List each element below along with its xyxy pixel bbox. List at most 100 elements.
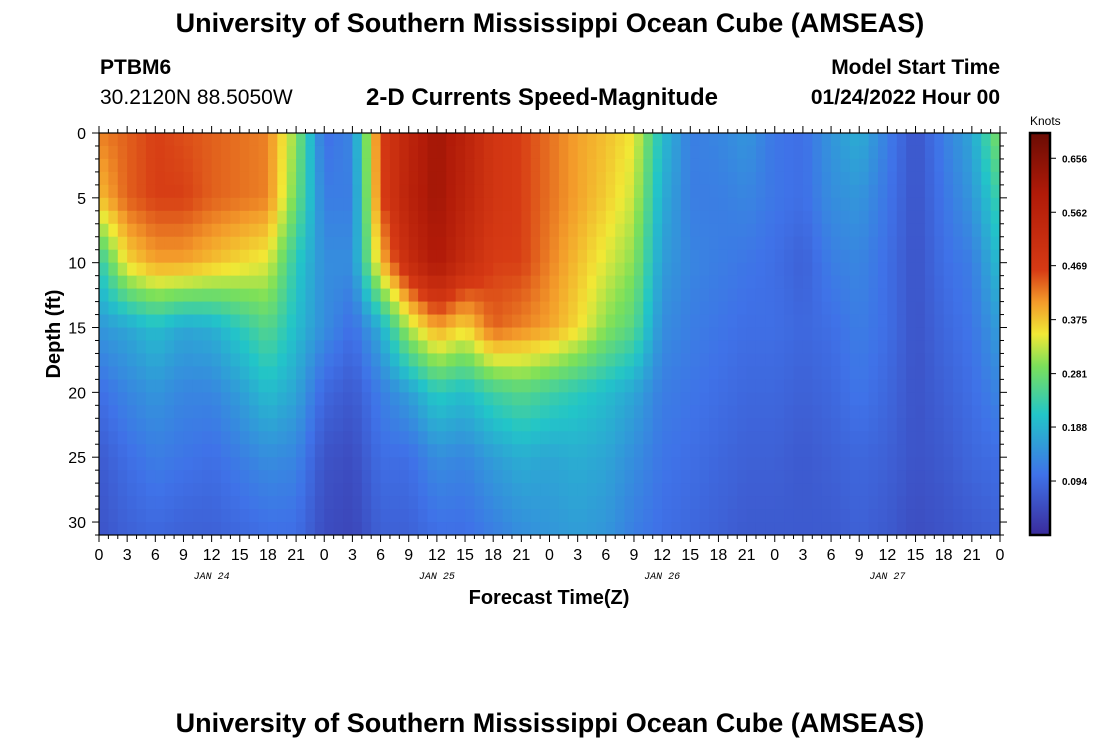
heatmap-cell <box>558 133 569 147</box>
heatmap-cell <box>709 353 720 368</box>
heatmap-cell <box>99 509 109 523</box>
heatmap-cell <box>765 197 776 212</box>
heatmap-cell <box>840 509 851 523</box>
heatmap-cell <box>418 133 429 147</box>
heatmap-cell <box>915 418 926 432</box>
heatmap-cell <box>943 133 954 147</box>
heatmap-cell <box>530 275 541 290</box>
heatmap-cell <box>821 444 832 458</box>
y-tick-label: 25 <box>68 450 86 467</box>
heatmap-cell <box>690 171 701 186</box>
heatmap-cell <box>202 197 213 212</box>
heatmap-cell <box>239 184 250 199</box>
heatmap-cell <box>577 418 588 432</box>
heatmap-cell <box>371 133 382 147</box>
heatmap-cell <box>549 301 560 316</box>
heatmap-cell <box>831 405 842 419</box>
heatmap-cell <box>924 457 935 471</box>
heatmap-cell <box>540 275 551 290</box>
heatmap-cell <box>483 470 494 484</box>
heatmap-cell <box>493 418 504 432</box>
heatmap-cell <box>896 158 907 173</box>
heatmap-cell <box>615 522 626 535</box>
heatmap-cell <box>296 197 307 212</box>
heatmap-cell <box>812 392 823 406</box>
heatmap-cell <box>305 379 316 393</box>
heatmap-cell <box>296 327 307 342</box>
heatmap-cell <box>418 444 429 458</box>
heatmap-cell <box>277 418 288 432</box>
heatmap-cell <box>418 496 429 510</box>
heatmap-cell <box>352 327 363 342</box>
heatmap-cell <box>408 431 419 445</box>
heatmap-cell <box>436 210 447 225</box>
heatmap-cell <box>474 184 485 199</box>
heatmap-cell <box>230 379 241 393</box>
heatmap-cell <box>493 145 504 160</box>
heatmap-cell <box>671 444 682 458</box>
heatmap-cell <box>521 236 532 251</box>
heatmap-cell <box>361 327 372 342</box>
heatmap-cell <box>699 301 710 316</box>
heatmap-cell <box>709 210 720 225</box>
heatmap-cell <box>924 301 935 316</box>
heatmap-cell <box>343 288 354 303</box>
heatmap-cell <box>558 249 569 264</box>
heatmap-cell <box>877 288 888 303</box>
heatmap-cell <box>389 133 400 147</box>
heatmap-cell <box>465 236 476 251</box>
heatmap-cell <box>521 405 532 419</box>
heatmap-cell <box>305 301 316 316</box>
heatmap-cell <box>258 158 269 173</box>
heatmap-cell <box>202 223 213 238</box>
heatmap-cell <box>221 366 231 380</box>
heatmap-cell <box>521 301 532 316</box>
heatmap-cell <box>784 392 795 406</box>
heatmap-cell <box>727 262 738 277</box>
heatmap-cell <box>530 210 541 225</box>
heatmap-cell <box>352 418 363 432</box>
heatmap-cell <box>671 275 682 290</box>
heatmap-cell <box>267 444 278 458</box>
heatmap-cell <box>849 431 860 445</box>
heatmap-cell <box>971 340 982 355</box>
heatmap-cell <box>540 392 551 406</box>
heatmap-cell <box>568 457 579 471</box>
heatmap-cell <box>483 392 494 406</box>
heatmap-cell <box>699 522 710 535</box>
heatmap-cell <box>915 145 926 160</box>
heatmap-cell <box>643 171 654 186</box>
heatmap-cell <box>155 223 166 238</box>
heatmap-cell <box>202 353 213 368</box>
heatmap-cell <box>699 457 710 471</box>
heatmap-cell <box>249 301 260 316</box>
heatmap-cell <box>267 314 278 329</box>
heatmap-cell <box>652 392 663 406</box>
heatmap-cell <box>474 133 485 147</box>
heatmap-cell <box>793 158 804 173</box>
heatmap-cell <box>446 418 457 432</box>
heatmap-cell <box>389 184 400 199</box>
heatmap-cell <box>258 236 269 251</box>
heatmap-cell <box>755 210 766 225</box>
heatmap-cell <box>521 133 532 147</box>
heatmap-cell <box>99 171 109 186</box>
heatmap-cell <box>314 301 325 316</box>
heatmap-cell <box>652 470 663 484</box>
heatmap-cell <box>643 327 654 342</box>
heatmap-cell <box>511 223 522 238</box>
heatmap-cell <box>305 197 316 212</box>
heatmap-cell <box>502 262 513 277</box>
heatmap-cell <box>408 327 419 342</box>
heatmap-cell <box>164 314 175 329</box>
heatmap-cell <box>164 379 175 393</box>
colorbar-tick-label: 0.281 <box>1062 370 1087 381</box>
heatmap-cell <box>924 353 935 368</box>
heatmap-cell <box>615 327 626 342</box>
heatmap-cell <box>540 197 551 212</box>
heatmap-cell <box>727 431 738 445</box>
heatmap-cell <box>145 145 156 160</box>
heatmap-cell <box>755 223 766 238</box>
heatmap-cell <box>943 366 954 380</box>
heatmap-cell <box>314 431 325 445</box>
